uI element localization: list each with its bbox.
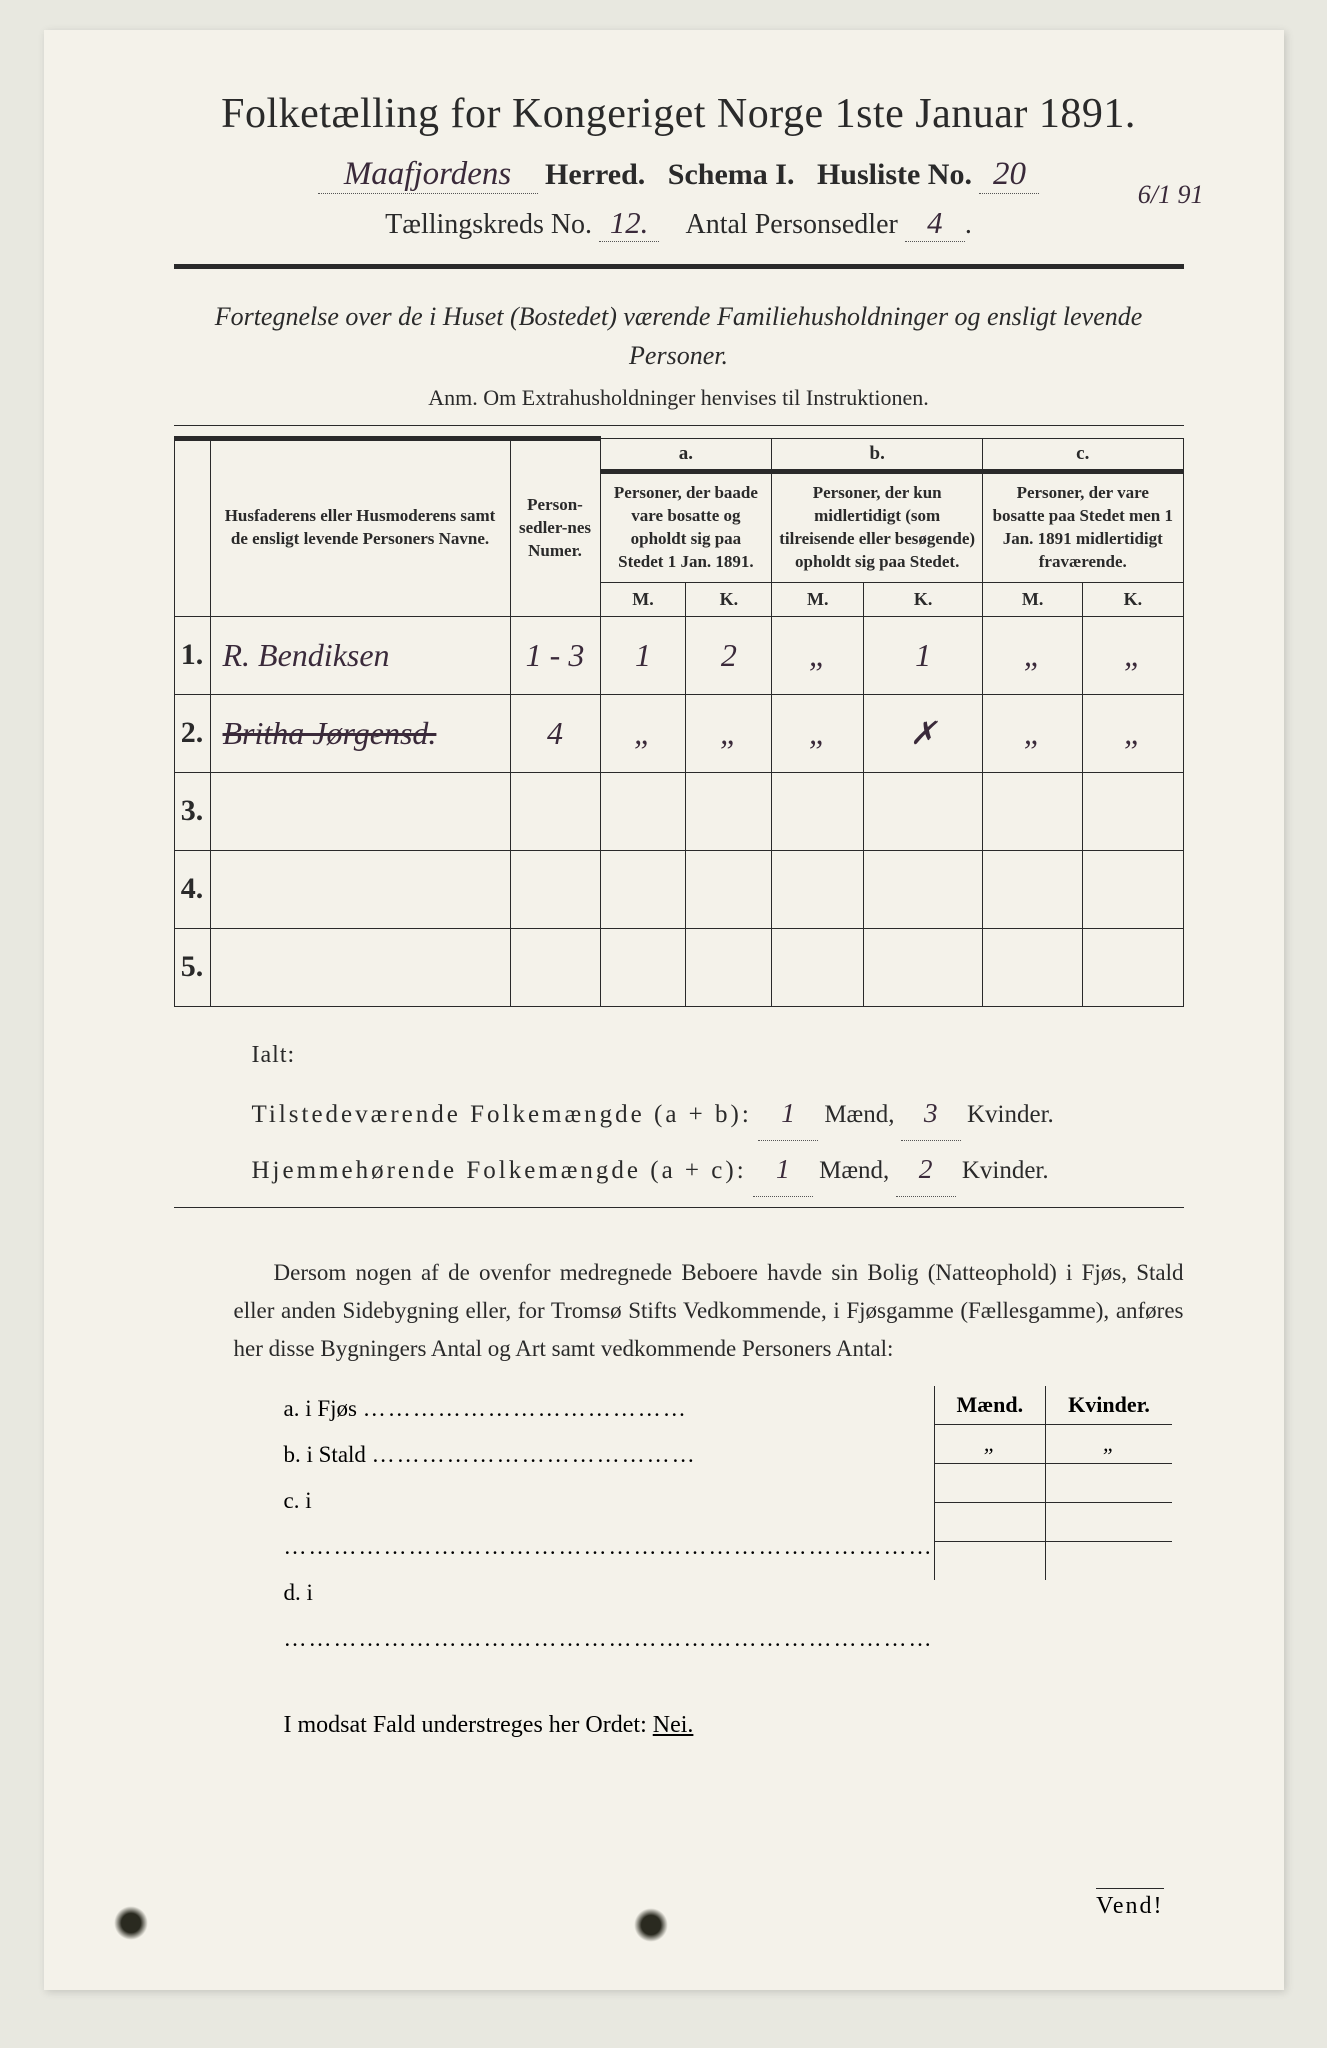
herred-label: Herred. [545,158,645,191]
row-num: 5. [174,928,210,1006]
divider-thin-2 [174,1207,1184,1208]
row-num: 3. [174,772,210,850]
row-num: 1. [174,616,210,694]
abcd-c: c. i …………………………………………………………………… [284,1478,934,1570]
row-numer: 4 [510,694,600,772]
row-num: 4. [174,850,210,928]
cell-bK: 1 [864,616,983,694]
schema-label: Schema I. [668,158,795,191]
present-line: Tilstedeværende Folkemængde (a + b): 1 M… [252,1085,1184,1141]
corner-date: 6/1 91 [1138,180,1204,210]
page-title: Folketælling for Kongeriget Norge 1ste J… [174,90,1184,138]
group-c-label: c. [983,439,1183,472]
table-row: 1. R. Bendiksen 1 - 3 1 2 „ 1 „ „ [174,616,1183,694]
women-word: Kvinder. [967,1101,1054,1128]
row-name [210,928,510,1006]
abcd-list: a. i Fjøs ………………………………… b. i Stald ……………… [284,1386,934,1662]
row-name: R. Bendiksen [210,616,510,694]
instruction-paragraph: Dersom nogen af de ovenfor medregnede Be… [234,1254,1184,1368]
group-b-desc: Personer, der kun midlertidigt (som tilr… [772,472,983,583]
abcd-b: b. i Stald ………………………………… [284,1432,934,1478]
row-num: 2. [174,694,210,772]
annotation-note: Anm. Om Extrahusholdninger henvises til … [174,385,1184,411]
men-word: Mænd, [819,1157,889,1184]
c-m: M. [983,582,1083,616]
census-table: Husfaderens eller Husmoderens samt de en… [174,436,1184,1007]
husliste-label: Husliste No. [817,158,972,191]
herred-value: Maafjordens [318,156,538,194]
cell-cM: „ [983,616,1083,694]
nei-prefix: I modsat Fald understreges her Ordet: [284,1712,653,1738]
divider-bold [174,264,1184,269]
cell-cK: „ [1083,694,1183,772]
cell-cM: „ [983,694,1083,772]
divider-thin [174,425,1184,426]
table-row: 2. Britha Jørgensd. 4 „ „ „ ✗ „ „ [174,694,1183,772]
resident-label: Hjemmehørende Folkemængde (a + c): [252,1157,747,1184]
row-name [210,850,510,928]
kreds-label: Tællingskreds No. [385,209,592,240]
abcd-a: a. i Fjøs ………………………………… [284,1386,934,1432]
table-row: 4. [174,850,1183,928]
row-name [210,772,510,850]
cell-bK: ✗ [864,694,983,772]
group-c-desc: Personer, der vare bosatte paa Stedet me… [983,472,1183,583]
table-row: 3. [174,772,1183,850]
nei-line: I modsat Fald understreges her Ordet: Ne… [284,1712,1184,1739]
men-word: Mænd, [824,1101,894,1128]
group-a-desc: Personer, der baade vare bosatte og opho… [600,472,772,583]
b-k: K. [864,582,983,616]
cell-bM: „ [772,694,864,772]
c-k: K. [1083,582,1183,616]
col-rownum [174,439,210,617]
present-women: 3 [901,1085,961,1141]
col-name-header: Husfaderens eller Husmoderens samt de en… [210,439,510,617]
antal-value: 4 [905,206,965,242]
cell-aK: 2 [686,616,772,694]
header-line-2: Maafjordens Herred. Schema I. Husliste N… [174,156,1184,194]
mk-men-header: Mænd. [934,1386,1046,1425]
mk-women-header: Kvinder. [1046,1386,1172,1425]
women-word: Kvinder. [962,1157,1049,1184]
kreds-value: 12. [599,206,659,242]
mk-a-m: „ [934,1424,1046,1463]
a-m: M. [600,582,686,616]
cell-bM: „ [772,616,864,694]
cell-aM: „ [600,694,686,772]
table-row: 5. [174,928,1183,1006]
resident-women: 2 [896,1141,956,1197]
subtitle: Fortegnelse over de i Huset (Bostedet) v… [174,297,1184,375]
husliste-value: 20 [979,156,1039,194]
vend-label: Vend! [1096,1888,1163,1920]
resident-men: 1 [753,1141,813,1197]
header-line-3: Tællingskreds No. 12. Antal Personsedler… [174,206,1184,242]
cell-aM: 1 [600,616,686,694]
abcd-d: d. i …………………………………………………………………… [284,1570,934,1662]
row-numer: 1 - 3 [510,616,600,694]
col-numer-header: Person-sedler-nes Numer. [510,439,600,617]
mk-table: Mænd. Kvinder. „ „ [934,1386,1172,1580]
abcd-and-mk-row: a. i Fjøs ………………………………… b. i Stald ……………… [174,1386,1184,1662]
group-b-label: b. [772,439,983,472]
cell-cK: „ [1083,616,1183,694]
ialt-label: Ialt: [252,1031,1184,1079]
cell-aK: „ [686,694,772,772]
antal-label: Antal Personsedler [686,209,898,240]
nei-word: Nei. [653,1712,694,1738]
present-label: Tilstedeværende Folkemængde (a + b): [252,1101,752,1128]
row-name: Britha Jørgensd. [210,694,510,772]
b-m: M. [772,582,864,616]
totals-block: Ialt: Tilstedeværende Folkemængde (a + b… [252,1031,1184,1197]
resident-line: Hjemmehørende Folkemængde (a + c): 1 Mæn… [252,1141,1184,1197]
group-a-label: a. [600,439,772,472]
census-form: Folketælling for Kongeriget Norge 1ste J… [44,30,1284,1990]
a-k: K. [686,582,772,616]
punch-hole-icon [114,1906,148,1940]
mk-a-k: „ [1046,1424,1172,1463]
punch-hole-icon [634,1908,668,1942]
present-men: 1 [758,1085,818,1141]
